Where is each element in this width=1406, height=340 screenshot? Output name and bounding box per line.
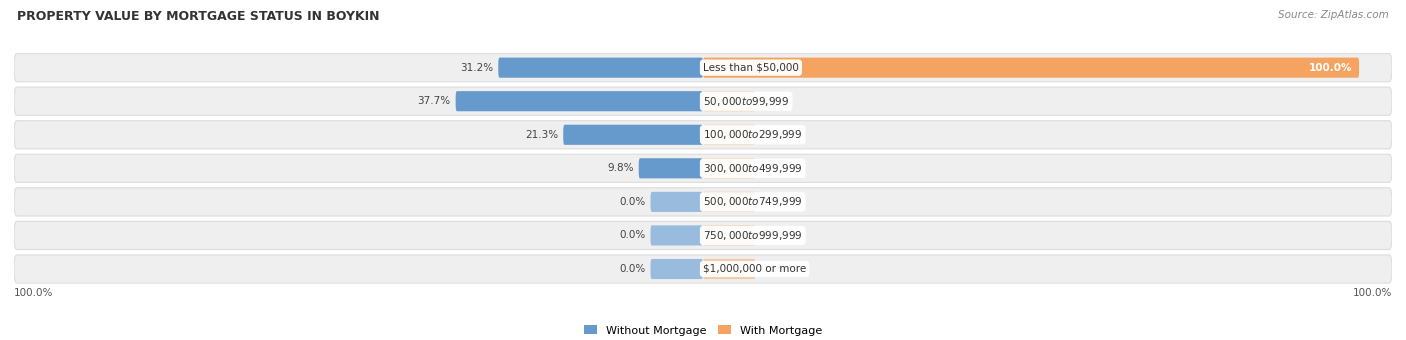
Text: $50,000 to $99,999: $50,000 to $99,999 [703,95,789,108]
FancyBboxPatch shape [703,91,755,111]
Text: 0.0%: 0.0% [761,197,787,207]
FancyBboxPatch shape [14,188,1392,216]
Text: $100,000 to $299,999: $100,000 to $299,999 [703,128,803,141]
FancyBboxPatch shape [651,192,703,212]
Text: $300,000 to $499,999: $300,000 to $499,999 [703,162,803,175]
Text: 0.0%: 0.0% [619,264,645,274]
Text: 0.0%: 0.0% [761,96,787,106]
FancyBboxPatch shape [14,54,1392,82]
FancyBboxPatch shape [456,91,703,111]
Text: Less than $50,000: Less than $50,000 [703,63,799,73]
FancyBboxPatch shape [703,225,755,245]
FancyBboxPatch shape [14,221,1392,250]
Text: 0.0%: 0.0% [761,231,787,240]
FancyBboxPatch shape [14,87,1392,115]
Text: $1,000,000 or more: $1,000,000 or more [703,264,806,274]
Text: 100.0%: 100.0% [14,288,53,298]
Text: $750,000 to $999,999: $750,000 to $999,999 [703,229,803,242]
Text: 9.8%: 9.8% [607,163,634,173]
Text: 31.2%: 31.2% [460,63,494,73]
FancyBboxPatch shape [703,158,755,178]
Text: 0.0%: 0.0% [619,197,645,207]
FancyBboxPatch shape [651,259,703,279]
FancyBboxPatch shape [703,125,755,145]
FancyBboxPatch shape [703,192,755,212]
FancyBboxPatch shape [14,121,1392,149]
FancyBboxPatch shape [14,255,1392,283]
FancyBboxPatch shape [703,259,755,279]
FancyBboxPatch shape [498,57,703,78]
Text: $500,000 to $749,999: $500,000 to $749,999 [703,195,803,208]
FancyBboxPatch shape [703,57,1360,78]
FancyBboxPatch shape [14,154,1392,183]
Text: 100.0%: 100.0% [1309,63,1353,73]
FancyBboxPatch shape [638,158,703,178]
Text: Source: ZipAtlas.com: Source: ZipAtlas.com [1278,10,1389,20]
Text: 100.0%: 100.0% [1353,288,1392,298]
Text: 0.0%: 0.0% [761,130,787,140]
Text: 21.3%: 21.3% [524,130,558,140]
Text: 0.0%: 0.0% [761,163,787,173]
Legend: Without Mortgage, With Mortgage: Without Mortgage, With Mortgage [579,321,827,340]
Text: 0.0%: 0.0% [761,264,787,274]
FancyBboxPatch shape [564,125,703,145]
Text: 0.0%: 0.0% [619,231,645,240]
FancyBboxPatch shape [651,225,703,245]
Text: 37.7%: 37.7% [418,96,450,106]
Text: PROPERTY VALUE BY MORTGAGE STATUS IN BOYKIN: PROPERTY VALUE BY MORTGAGE STATUS IN BOY… [17,10,380,23]
